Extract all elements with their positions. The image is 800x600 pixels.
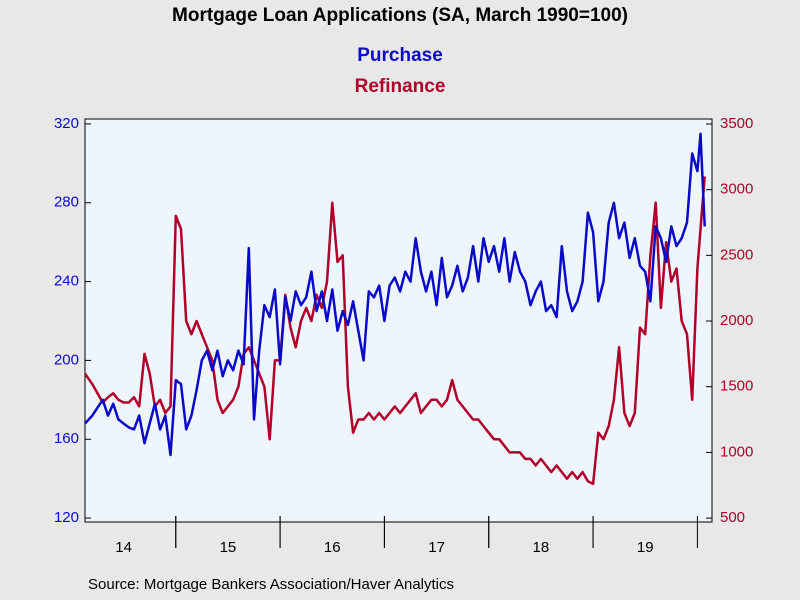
y2-tick-label: 3000	[720, 181, 753, 198]
x-tick-label: 15	[220, 539, 237, 556]
x-tick-label: 14	[115, 539, 132, 556]
x-tick-label: 19	[637, 539, 654, 556]
y2-tick-label: 500	[720, 509, 745, 526]
y-tick-label: 280	[54, 194, 79, 211]
x-tick-label: 17	[428, 539, 445, 556]
plot-area	[84, 118, 713, 523]
y2-tick-label: 3500	[720, 115, 753, 132]
y2-tick-label: 2500	[720, 246, 753, 263]
source-note: Source: Mortgage Bankers Association/Hav…	[88, 576, 454, 593]
y-tick-label: 120	[54, 509, 79, 526]
y-tick-label: 160	[54, 430, 79, 447]
x-tick-label: 18	[533, 539, 550, 556]
chart-title: Mortgage Loan Applications (SA, March 19…	[172, 5, 628, 26]
y2-tick-label: 2000	[720, 312, 753, 329]
y-tick-label: 240	[54, 273, 79, 290]
line-series	[83, 176, 706, 486]
x-tick-label: 16	[324, 539, 341, 556]
y2-tick-label: 1500	[720, 378, 753, 395]
legend-entry: Purchase	[357, 45, 443, 66]
legend-entry: Refinance	[355, 76, 446, 97]
y-tick-label: 200	[54, 351, 79, 368]
y-tick-label: 320	[54, 115, 79, 132]
y2-tick-label: 1000	[720, 443, 753, 460]
line-series	[84, 132, 706, 457]
